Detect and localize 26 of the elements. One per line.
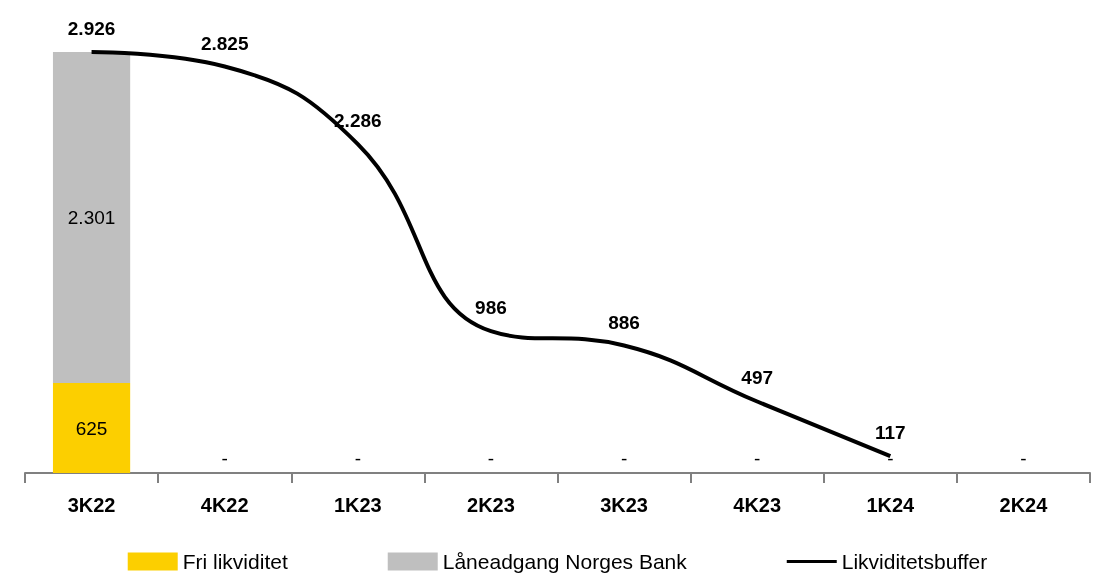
x-tick-label: 3K22 [67, 494, 116, 516]
data-label: - [221, 448, 228, 469]
data-label: 886 [608, 311, 640, 333]
x-tick-label: 3K23 [600, 494, 648, 516]
x-tick-label: 4K23 [733, 494, 782, 516]
legend-label: Låneadgang Norges Bank [442, 550, 688, 573]
data-label: - [487, 448, 495, 469]
data-label: 2.926 [67, 18, 116, 39]
x-tick-label: 4K22 [200, 494, 249, 516]
data-label: 2.825 [200, 32, 249, 54]
data-label: 117 [874, 422, 906, 444]
x-tick-label: 1K24 [866, 494, 916, 516]
data-label: - [887, 448, 894, 469]
legend-label: Fri likviditet [182, 550, 288, 573]
x-tick-label: 2K24 [999, 494, 1049, 516]
data-label: 2.301 [67, 207, 116, 229]
data-label: - [1020, 448, 1027, 469]
x-tick-label: 1K23 [333, 494, 382, 516]
data-label: 625 [75, 417, 108, 439]
data-label: 497 [741, 367, 774, 389]
data-label: - [354, 448, 361, 469]
legend-label: Likviditetsbuffer [841, 550, 988, 573]
data-label: - [620, 448, 628, 469]
data-label: - [754, 448, 761, 469]
x-tick-label: 2K23 [467, 494, 515, 516]
data-label: 986 [475, 297, 507, 319]
